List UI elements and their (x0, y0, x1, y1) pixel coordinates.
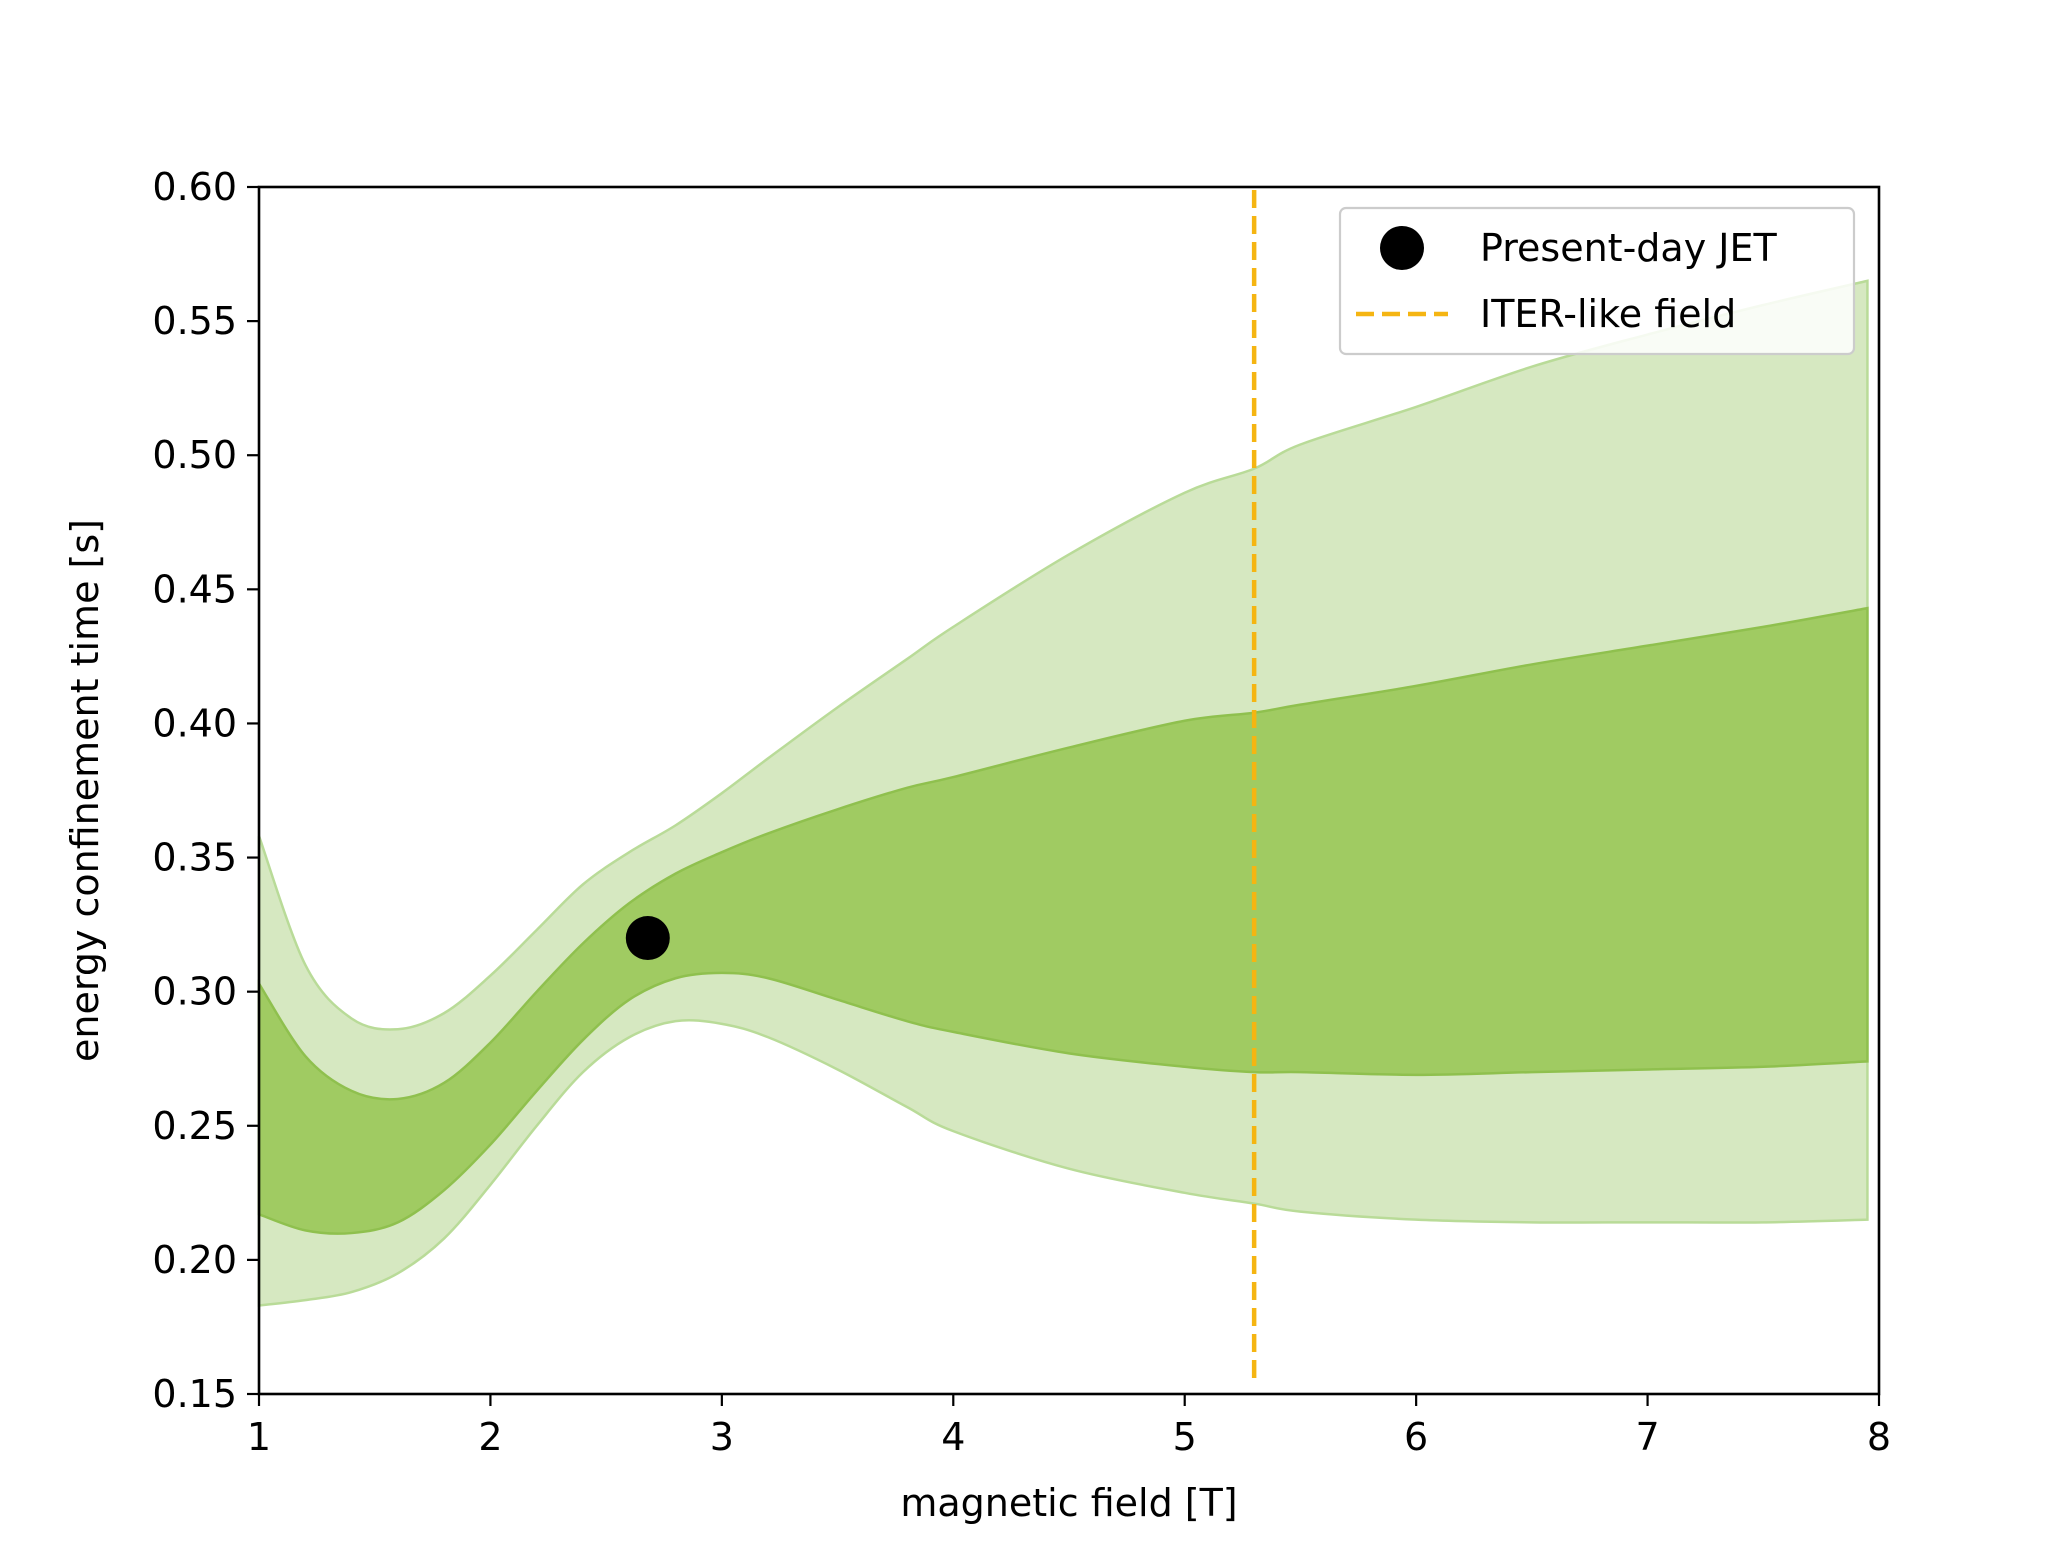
y-tick-label: 0.50 (152, 433, 237, 477)
x-tick-label: 2 (478, 1415, 502, 1459)
x-tick-label: 4 (941, 1415, 965, 1459)
legend-marker (1380, 226, 1424, 270)
plot-area-frame (257, 185, 1881, 1396)
y-tick-label: 0.40 (152, 701, 237, 745)
legend: Present-day JET ITER-like field (1338, 206, 1856, 356)
x-tick-label: 1 (247, 1415, 271, 1459)
legend-box (1338, 206, 1856, 356)
y-tick-label: 0.60 (152, 165, 237, 209)
y-tick-label: 0.35 (152, 836, 237, 880)
y-tick-label: 0.45 (152, 567, 237, 611)
x-tick-label: 8 (1867, 1415, 1891, 1459)
x-tick-label: 3 (710, 1415, 734, 1459)
y-tick-label: 0.25 (152, 1104, 237, 1148)
y-tick-label: 0.30 (152, 970, 237, 1014)
y-axis-label: energy confinement time [s] (63, 519, 107, 1062)
x-tick-label: 7 (1635, 1415, 1659, 1459)
inner-confidence-band (257, 606, 1869, 1235)
points-layer (625, 916, 670, 961)
present-day-jet-marker (625, 916, 670, 961)
y-tick-label: 0.55 (152, 299, 237, 343)
y-tick-label: 0.15 (152, 1372, 237, 1416)
legend-label: ITER-like field (1480, 292, 1736, 336)
x-tick-label: 5 (1173, 1415, 1197, 1459)
y-tick-label: 0.20 (152, 1238, 237, 1282)
x-axis-label: magnetic field [T] (900, 1481, 1237, 1525)
x-tick-label: 6 (1404, 1415, 1428, 1459)
ticks-layer: 1 2 3 4 5 6 7 8 0.15 0.20 0.25 0.30 0.35 0.40 0.45 0.50… (152, 165, 1891, 1459)
legend-label: Present-day JET (1480, 226, 1777, 270)
